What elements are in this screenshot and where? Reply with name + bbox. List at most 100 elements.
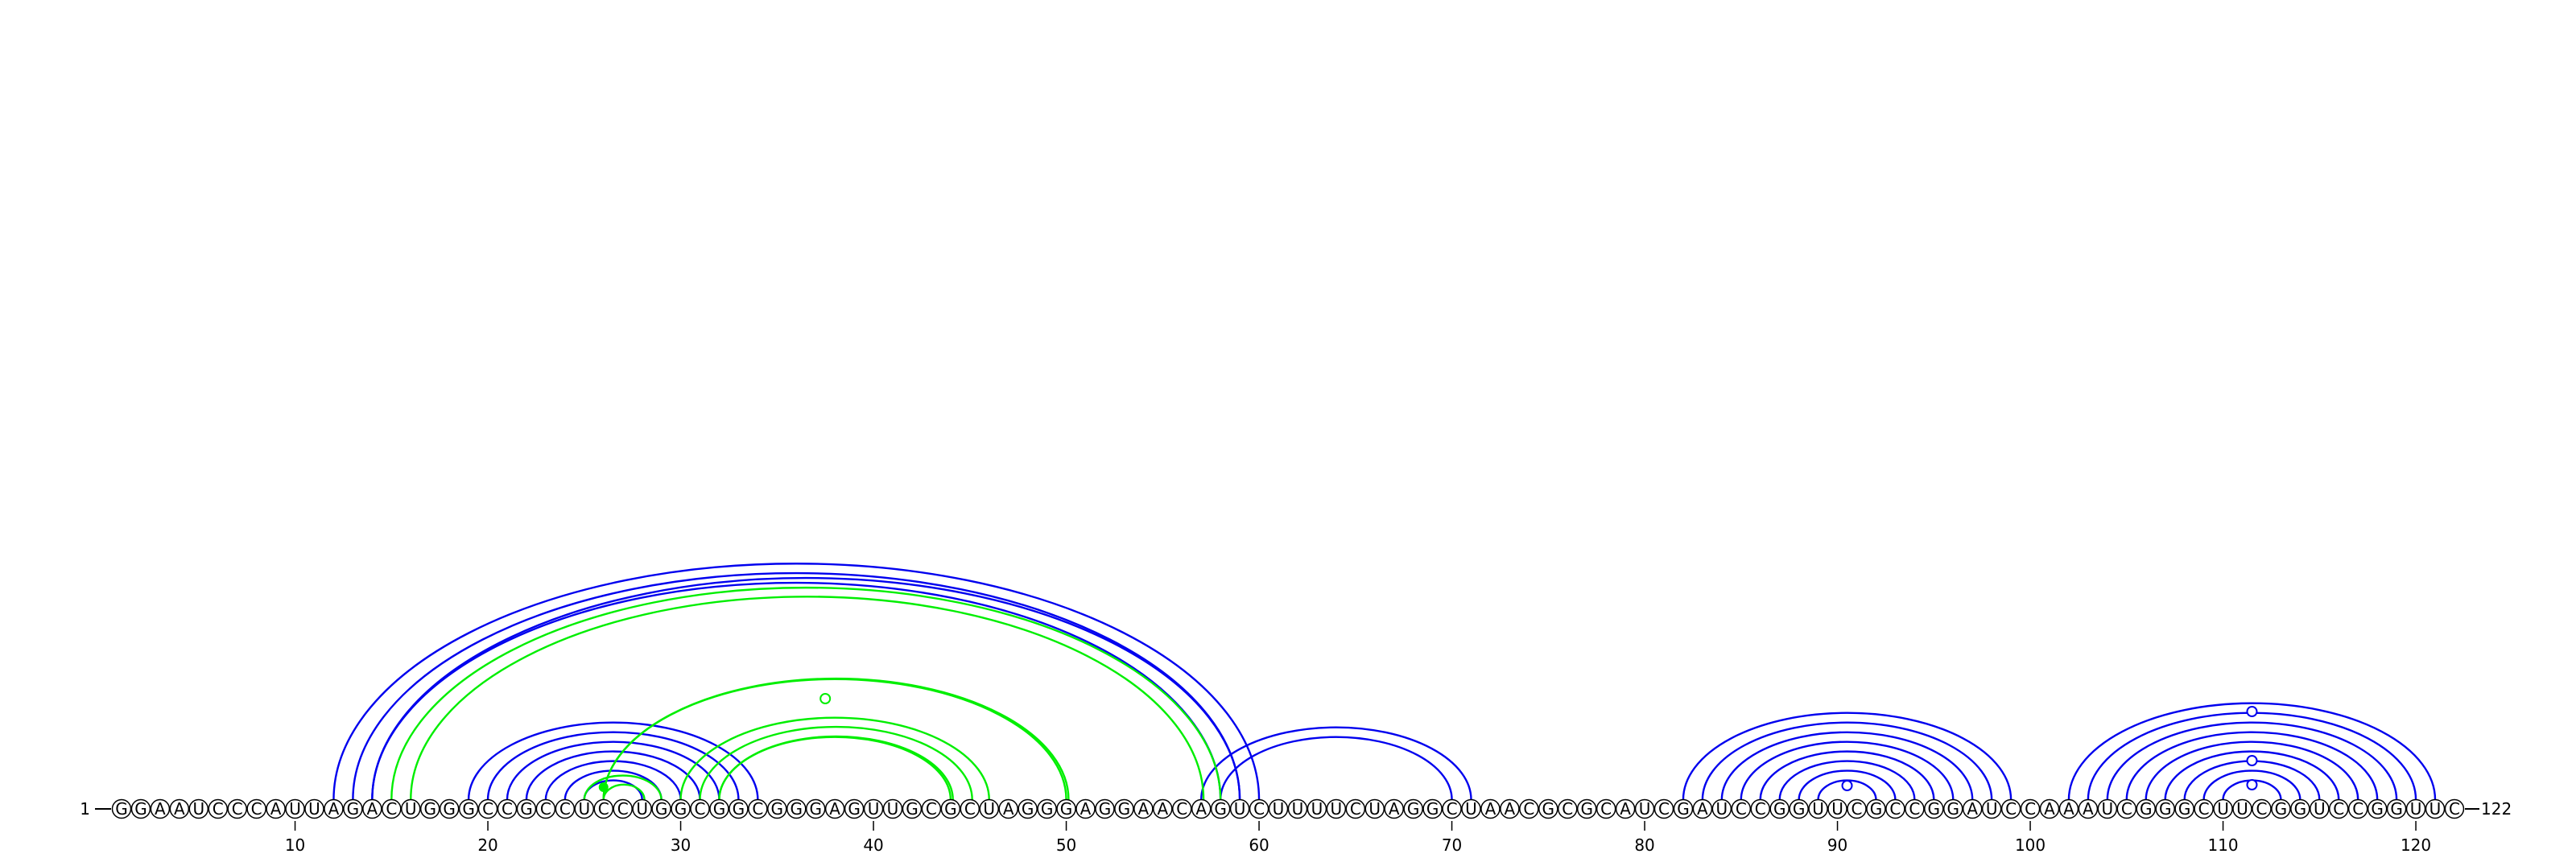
blue-arc-marker <box>2246 779 2258 790</box>
green-arc-15-58 <box>390 586 1222 800</box>
nucleotide: G <box>1943 798 1963 819</box>
nucleotide-letter: G <box>115 799 128 819</box>
nucleotide: C <box>2347 798 2368 819</box>
nucleotide: U <box>1827 798 1847 819</box>
nucleotide-letter: U <box>2314 799 2326 819</box>
nucleotide-letter: C <box>752 799 763 819</box>
nucleotide: C <box>535 798 556 819</box>
nucleotide-letter: U <box>2217 799 2229 819</box>
nucleotide: U <box>2425 798 2446 819</box>
nucleotide: C <box>690 798 710 819</box>
nucleotide: G <box>2386 798 2407 819</box>
nucleotide-letter: C <box>386 799 397 819</box>
green-arc-marker <box>598 782 609 792</box>
nucleotide-letter: A <box>2044 799 2055 819</box>
nucleotide: A <box>362 798 382 819</box>
nucleotide: G <box>1924 798 1944 819</box>
nucleotide-letter: G <box>1022 799 1034 819</box>
nucleotide-letter: C <box>2121 799 2132 819</box>
position-axis: 10 20 30 40 50 60 70 80 90 100 110 120 <box>285 821 2431 855</box>
nucleotide: C <box>2020 798 2041 819</box>
nucleotide: G <box>1673 798 1694 819</box>
nucleotide-letter: A <box>328 799 340 819</box>
nucleotide: U <box>1711 798 1732 819</box>
nucleotide-letter: G <box>809 799 822 819</box>
nucleotide: G <box>2174 798 2194 819</box>
green-arc-26-50.12 <box>602 678 1070 800</box>
nucleotide-letter: C <box>1523 799 1534 819</box>
blue-arc-88-93 <box>1798 769 1897 800</box>
green-arc-25-29 <box>583 774 663 800</box>
nucleotide-letter: A <box>1138 799 1150 819</box>
nucleotide-letter: U <box>1368 799 1381 819</box>
tick-label: 60 <box>1249 835 1269 855</box>
nucleotide-letter: G <box>655 799 668 819</box>
nucleotide-letter: G <box>1928 799 1941 819</box>
nucleotide-letter: A <box>155 799 166 819</box>
tick-label: 110 <box>2207 835 2238 855</box>
nucleotide-letter: G <box>2159 799 2172 819</box>
nucleotide: U <box>1364 798 1385 819</box>
nucleotide: C <box>1596 798 1616 819</box>
blue-arc-104-119 <box>2106 721 2398 800</box>
green-arc-30-46 <box>679 716 990 800</box>
nucleotide: U <box>1981 798 2002 819</box>
sequence-start-label: 1 <box>80 799 90 819</box>
nucleotide-letter: C <box>1176 799 1187 819</box>
nucleotide: C <box>593 798 613 819</box>
nucleotide: G <box>651 798 671 819</box>
nucleotide-letter: G <box>1773 799 1786 819</box>
nucleotide: A <box>1384 798 1404 819</box>
blue-arc-109-114 <box>2202 769 2301 800</box>
nucleotide: A <box>1133 798 1154 819</box>
nucleotide: C <box>2194 798 2214 819</box>
nucleotide: C <box>382 798 402 819</box>
nucleotide-letter: C <box>213 799 224 819</box>
nucleotide: A <box>1191 798 1212 819</box>
nucleotide-letter: A <box>1195 799 1207 819</box>
nucleotide: G <box>902 798 923 819</box>
nucleotide-letter: C <box>540 799 551 819</box>
nucleotide: G <box>1018 798 1038 819</box>
blue-arc-21-32 <box>506 740 720 800</box>
nucleotide: G <box>1866 798 1886 819</box>
nucleotide-letter: G <box>944 799 957 819</box>
nucleotide-letter: G <box>1947 799 1960 819</box>
arcs-layer <box>332 562 2437 800</box>
nucleotide: U <box>1229 798 1250 819</box>
nucleotide: U <box>2097 798 2118 819</box>
tick-label: 50 <box>1056 835 1076 855</box>
blue-arc-57-71 <box>1200 726 1472 800</box>
nucleotide: A <box>169 798 190 819</box>
nucleotide-letter: C <box>2005 799 2017 819</box>
nucleotide: C <box>1172 798 1192 819</box>
nucleotide-letter: C <box>926 799 937 819</box>
nucleotide: C <box>555 798 576 819</box>
nucleotide-letter: C <box>695 799 706 819</box>
nucleotide: U <box>2405 798 2426 819</box>
nucleotide: U <box>401 798 421 819</box>
nucleotide-letter: G <box>1099 799 1112 819</box>
nucleotide: A <box>1153 798 1173 819</box>
nucleotide-letter: G <box>791 799 803 819</box>
nucleotide: U <box>2310 798 2330 819</box>
green-arc-marker <box>819 693 832 704</box>
tick-label: 120 <box>2401 835 2431 855</box>
nucleotide: G <box>1114 798 1134 819</box>
nucleotide: A <box>1480 798 1501 819</box>
nucleotide-letter: U <box>1311 799 1323 819</box>
nucleotide: C <box>227 798 247 819</box>
nucleotide-letter: C <box>1736 799 1747 819</box>
blue-arc-105-118 <box>2125 731 2379 800</box>
blue-arc-14-58 <box>371 581 1222 800</box>
blue-arc-12-60 <box>332 562 1261 800</box>
nucleotide: C <box>1653 798 1674 819</box>
nucleotide-letter: G <box>848 799 861 819</box>
green-arc-32-44 <box>718 736 952 800</box>
nucleotide: C <box>246 798 266 819</box>
nucleotide: A <box>2039 798 2060 819</box>
nucleotide: A <box>2078 798 2099 819</box>
nucleotide: G <box>111 798 132 819</box>
nucleotide: U <box>1307 798 1327 819</box>
